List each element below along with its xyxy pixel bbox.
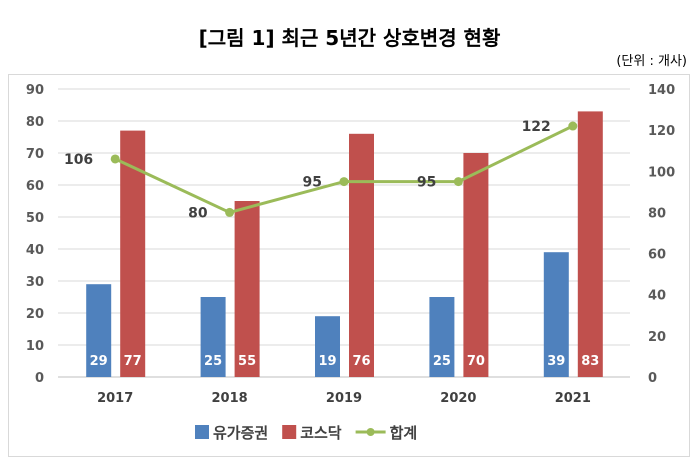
bar-data-label: 76 — [352, 354, 370, 369]
total-marker — [339, 177, 349, 187]
y2-tick-label: 80 — [648, 206, 666, 221]
bar-data-label: 25 — [433, 354, 451, 369]
x-tick-label: 2021 — [555, 391, 591, 406]
y2-tick-label: 0 — [648, 371, 657, 386]
legend-label: 합계 — [390, 424, 418, 442]
bar-data-label: 55 — [238, 354, 256, 369]
bar-data-label: 70 — [467, 354, 485, 369]
y-tick-label: 40 — [26, 243, 44, 258]
y-tick-label: 70 — [26, 147, 44, 162]
y-tick-label: 30 — [26, 275, 44, 290]
total-data-label: 80 — [188, 205, 208, 221]
bar-kospi — [86, 284, 112, 377]
y-tick-label: 0 — [35, 371, 44, 386]
legend-swatch — [195, 425, 209, 439]
bar-kospi — [429, 297, 455, 377]
y-tick-label: 90 — [26, 83, 44, 98]
y-tick-label: 20 — [26, 307, 44, 322]
unit-label: (단위 : 개사) — [616, 54, 687, 69]
bar-kosdaq — [577, 111, 603, 378]
x-tick-label: 2018 — [212, 391, 248, 406]
y2-tick-label: 120 — [648, 124, 675, 139]
x-tick-label: 2020 — [440, 391, 476, 406]
bar-kospi — [315, 316, 340, 377]
y2-tick-label: 60 — [648, 248, 666, 263]
y-tick-label: 50 — [26, 211, 44, 226]
total-marker — [225, 207, 235, 217]
bar-data-label: 25 — [204, 354, 222, 369]
legend-marker — [366, 428, 375, 436]
total-data-label: 95 — [303, 175, 322, 191]
x-tick-label: 2017 — [97, 391, 133, 406]
chart-frame — [8, 74, 690, 457]
bar-data-label: 29 — [90, 354, 108, 369]
x-tick-label: 2019 — [326, 391, 362, 406]
bar-data-label: 83 — [581, 354, 599, 369]
legend-label: 코스닥 — [300, 424, 342, 442]
y-tick-label: 80 — [26, 115, 44, 130]
y2-tick-label: 40 — [648, 289, 666, 304]
bar-kosdaq — [349, 133, 374, 377]
bar-kospi — [543, 252, 569, 377]
total-line — [114, 124, 574, 215]
bar-data-label: 77 — [124, 354, 142, 369]
y-tick-label: 60 — [26, 179, 44, 194]
bar-kospi — [200, 297, 226, 377]
total-data-label: 122 — [522, 119, 551, 135]
y2-tick-label: 20 — [648, 330, 666, 345]
bar-data-label: 19 — [318, 354, 336, 369]
total-data-label: 95 — [417, 175, 436, 191]
chart-title: [그림 1] 최근 5년간 상호변경 현황 — [198, 26, 501, 50]
legend-swatch — [282, 425, 297, 439]
bar-data-label: 39 — [547, 354, 565, 369]
total-marker — [110, 154, 120, 164]
bar-kosdaq — [234, 201, 260, 377]
total-marker — [568, 121, 578, 131]
total-data-label: 106 — [64, 152, 93, 168]
legend-label: 유가증권 — [213, 424, 268, 442]
y-tick-label: 10 — [26, 339, 44, 354]
total-marker — [453, 177, 463, 187]
y2-tick-label: 100 — [648, 165, 675, 180]
y2-tick-label: 140 — [648, 83, 675, 98]
bar-kosdaq — [463, 153, 489, 377]
